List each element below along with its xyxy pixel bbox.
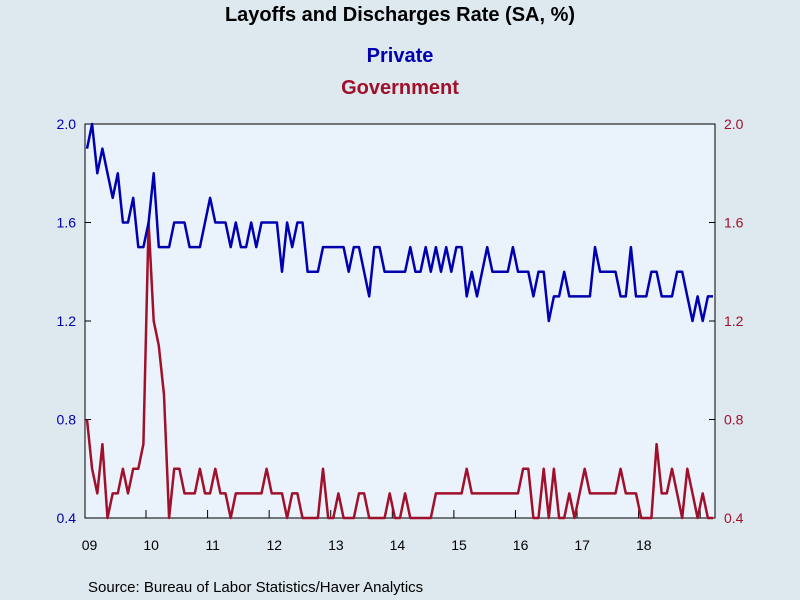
right-y-tick-label: 2.0 bbox=[724, 116, 744, 132]
x-axis: 09 10 11 12 13 14 15 16 17 18 bbox=[82, 510, 701, 553]
x-tick-label: 16 bbox=[513, 537, 529, 553]
x-tick-label: 13 bbox=[328, 537, 344, 553]
x-tick-label: 11 bbox=[205, 537, 220, 553]
x-tick-label: 09 bbox=[82, 537, 98, 553]
right-y-axis: 0.4 0.8 1.2 1.6 2.0 bbox=[709, 116, 744, 526]
plot-area bbox=[84, 123, 716, 519]
left-y-tick-label: 0.4 bbox=[57, 510, 77, 526]
x-tick-label: 15 bbox=[451, 537, 467, 553]
x-tick-label: 12 bbox=[266, 537, 282, 553]
series-line-private bbox=[85, 122, 713, 323]
x-tick-label: 17 bbox=[574, 537, 590, 553]
x-tick-label: 18 bbox=[636, 537, 652, 553]
right-y-tick-label: 1.2 bbox=[724, 313, 744, 329]
x-tick-label: 10 bbox=[143, 537, 159, 553]
left-y-tick-label: 0.8 bbox=[57, 412, 77, 428]
left-y-tick-label: 1.2 bbox=[57, 313, 77, 329]
source-note: Source: Bureau of Labor Statistics/Haver… bbox=[88, 579, 423, 596]
left-y-axis: 0.4 0.8 1.2 1.6 2.0 bbox=[57, 116, 91, 526]
legend-government: Government bbox=[341, 77, 459, 99]
right-y-tick-label: 1.6 bbox=[724, 215, 744, 231]
legend-private: Private bbox=[367, 45, 434, 67]
right-y-tick-label: 0.8 bbox=[724, 412, 744, 428]
series-line-government bbox=[85, 221, 713, 520]
right-y-tick-label: 0.4 bbox=[724, 510, 744, 526]
x-tick-label: 14 bbox=[390, 537, 406, 553]
chart-title: Layoffs and Discharges Rate (SA, %) bbox=[225, 4, 575, 26]
left-y-tick-label: 1.6 bbox=[57, 215, 77, 231]
left-y-tick-label: 2.0 bbox=[57, 116, 77, 132]
